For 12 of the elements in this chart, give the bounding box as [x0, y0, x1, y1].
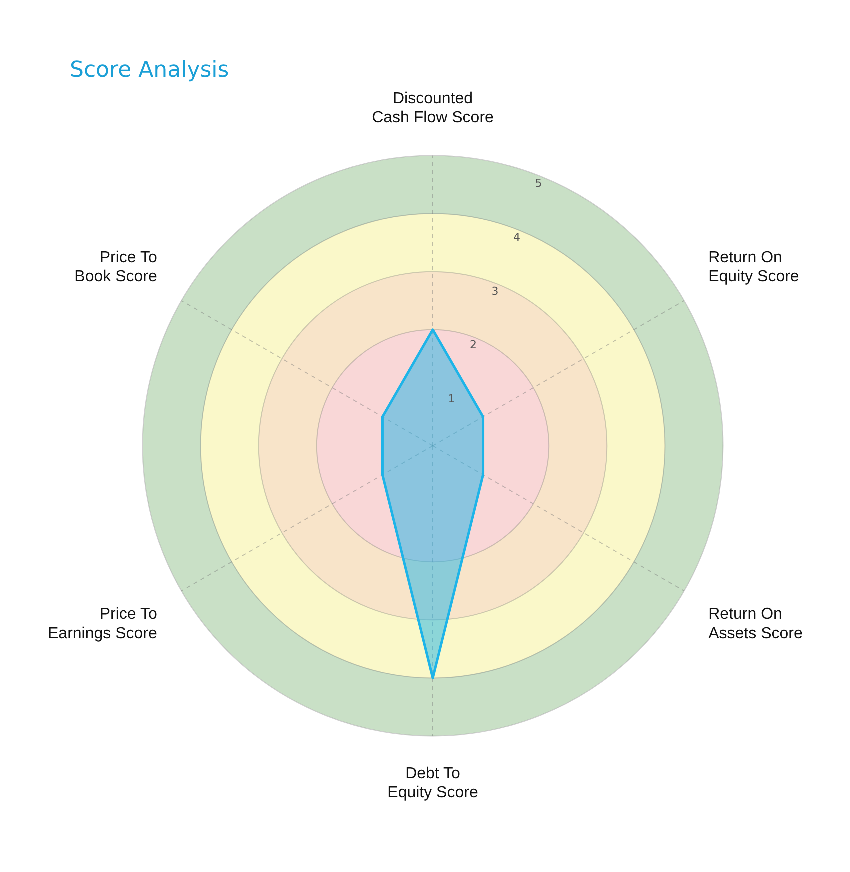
- spoke-label: Debt To Equity Score: [388, 765, 478, 802]
- y-tick-label: 5: [535, 177, 542, 190]
- spoke-label: Discounted Cash Flow Score: [372, 90, 494, 127]
- spoke-label: Price To Earnings Score: [48, 606, 158, 642]
- y-tick-label: 2: [470, 338, 477, 352]
- spoke-label: Return On Assets Score: [708, 606, 803, 642]
- y-tick-label: 1: [448, 392, 456, 406]
- y-tick-label: 4: [513, 230, 520, 244]
- spoke-label: Return On Equity Score: [708, 249, 800, 286]
- y-tick-label: 3: [492, 284, 499, 298]
- spoke-label: Price To Book Score: [74, 249, 158, 286]
- chart-title: Score Analysis: [70, 58, 230, 83]
